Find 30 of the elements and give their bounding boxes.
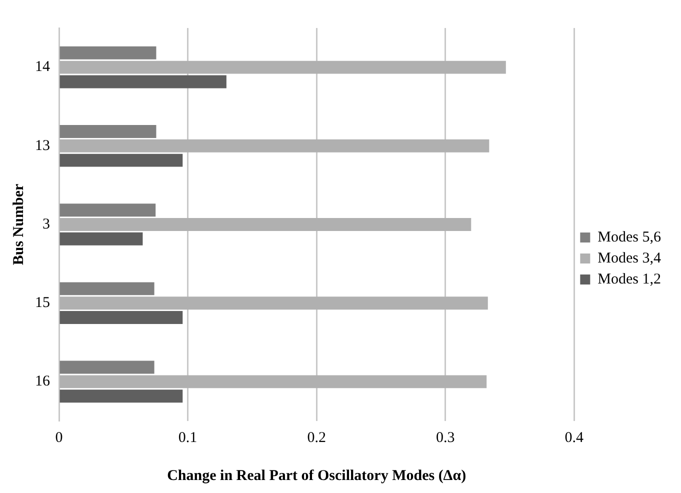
x-tick-label: 0.1 [178, 430, 198, 446]
bar [60, 139, 490, 152]
bar [60, 154, 183, 167]
y-tick-label: 16 [35, 374, 50, 390]
bar [60, 125, 156, 138]
bar [60, 46, 156, 60]
bar [60, 390, 183, 403]
y-tick-label: 14 [35, 59, 50, 76]
x-axis-title: Change in Real Part of Oscillatory Modes (Δα) [167, 468, 466, 484]
bar [60, 375, 487, 388]
legend-label: Modes 3,4 [598, 250, 662, 266]
bar [60, 60, 506, 74]
bar [60, 232, 143, 246]
x-tick-label: 0.4 [564, 430, 584, 446]
bar [60, 75, 226, 88]
bar [60, 282, 154, 296]
bar [60, 204, 156, 217]
x-tick-label: 0.3 [436, 430, 455, 446]
y-axis-title: Bus Number [10, 184, 27, 266]
bar [60, 296, 488, 310]
x-tick-label: 0 [55, 430, 63, 446]
legend-label: Modes 5,6 [598, 229, 662, 246]
bar [60, 311, 183, 324]
y-tick-label: 15 [35, 295, 50, 312]
bar [60, 218, 472, 231]
x-tick-label: 0.2 [307, 430, 326, 446]
legend-label: Modes 1,2 [598, 271, 662, 288]
bar [60, 360, 154, 374]
y-tick-label: 3 [42, 216, 50, 232]
y-tick-label: 13 [35, 138, 50, 154]
